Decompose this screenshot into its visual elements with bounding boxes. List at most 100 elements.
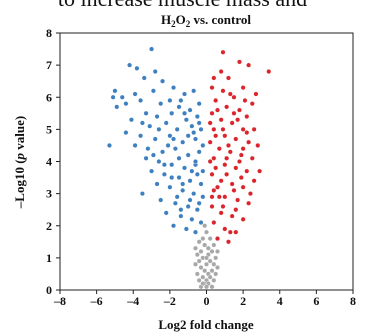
data-point-down (182, 91, 188, 97)
y-tick-label: 5 (46, 122, 52, 136)
data-point-up (222, 133, 228, 139)
data-point-down (180, 139, 186, 145)
data-point-up (235, 117, 241, 123)
y-tick-label: 6 (46, 90, 52, 104)
data-point-up (211, 155, 217, 161)
data-point-up (211, 187, 217, 193)
data-point-down (138, 97, 144, 103)
data-point-down (123, 101, 129, 107)
data-point-down (196, 120, 202, 126)
data-point-down (176, 104, 182, 110)
data-point-ns (198, 248, 204, 254)
data-point-ns (211, 261, 217, 267)
data-point-down (178, 207, 184, 213)
data-point-up (209, 194, 215, 200)
data-point-ns (200, 236, 206, 242)
data-point-down (143, 110, 149, 116)
data-point-ns (194, 271, 200, 277)
data-point-up (231, 187, 237, 193)
data-point-up (231, 94, 237, 100)
data-point-up (227, 229, 233, 235)
data-point-down (193, 229, 199, 235)
data-point-down (178, 97, 184, 103)
plot-frame (59, 32, 354, 291)
data-point-ns (213, 271, 219, 277)
data-point-down (176, 155, 182, 161)
data-point-up (211, 220, 217, 226)
data-point-down (149, 168, 155, 174)
data-point-down (154, 181, 160, 187)
data-point-down (141, 75, 147, 81)
data-point-down (191, 88, 197, 94)
data-point-down (112, 88, 118, 94)
data-point-down (174, 194, 180, 200)
data-point-up (238, 175, 244, 181)
data-point-down (198, 181, 204, 187)
data-point-up (222, 162, 228, 168)
data-point-ns (200, 281, 206, 287)
data-point-ns (193, 245, 199, 251)
data-point-down (161, 171, 167, 177)
data-point-up (220, 88, 226, 94)
data-point-up (214, 107, 220, 113)
data-point-up (249, 155, 255, 161)
data-point-ns (207, 274, 213, 280)
data-point-down (128, 117, 134, 123)
data-point-up (225, 75, 231, 81)
data-point-down (114, 104, 120, 110)
data-point-down (150, 88, 156, 94)
data-point-ns (209, 248, 215, 254)
data-point-down (163, 120, 169, 126)
data-point-up (238, 152, 244, 158)
x-tick-label: –4 (126, 294, 139, 308)
data-point-down (143, 155, 149, 161)
data-point-ns (202, 223, 208, 229)
x-tick-label: –8 (53, 294, 66, 308)
data-point-down (152, 136, 158, 142)
data-point-up (207, 120, 213, 126)
data-point-down (138, 133, 144, 139)
data-point-down (193, 136, 199, 142)
data-point-up (236, 107, 242, 113)
data-point-down (169, 175, 175, 181)
data-point-up (231, 110, 237, 116)
data-point-down (123, 130, 129, 136)
data-point-down (110, 94, 116, 100)
data-point-down (156, 126, 162, 132)
data-point-up (240, 146, 246, 152)
x-tick-label: –6 (90, 294, 103, 308)
data-point-ns (207, 258, 213, 264)
data-point-up (209, 171, 215, 177)
data-point-down (139, 191, 145, 197)
data-point-down (183, 226, 189, 232)
data-point-down (196, 200, 202, 206)
data-point-down (182, 110, 188, 116)
data-point-up (227, 91, 233, 97)
y-tick-label: 1 (46, 251, 52, 265)
data-point-down (154, 114, 160, 120)
data-point-ns (198, 265, 204, 271)
data-point-up (224, 171, 230, 177)
data-point-up (209, 110, 215, 116)
data-point-ns (203, 229, 209, 235)
data-point-up (218, 178, 224, 184)
data-point-ns (214, 265, 220, 271)
data-point-ns (193, 261, 199, 267)
data-point-down (191, 191, 197, 197)
data-point-down (106, 142, 112, 148)
data-point-down (200, 194, 206, 200)
data-point-up (225, 239, 231, 245)
data-point-down (132, 91, 138, 97)
data-point-down (200, 142, 206, 148)
data-point-down (180, 187, 186, 193)
data-point-down (169, 162, 175, 168)
data-point-down (132, 142, 138, 148)
data-point-down (145, 146, 151, 152)
data-point-down (176, 175, 182, 181)
chart-title: H2O2 vs. control (161, 12, 251, 29)
data-point-down (165, 142, 171, 148)
data-point-ns (213, 255, 219, 261)
data-point-ns (211, 277, 217, 283)
data-point-up (253, 91, 259, 97)
